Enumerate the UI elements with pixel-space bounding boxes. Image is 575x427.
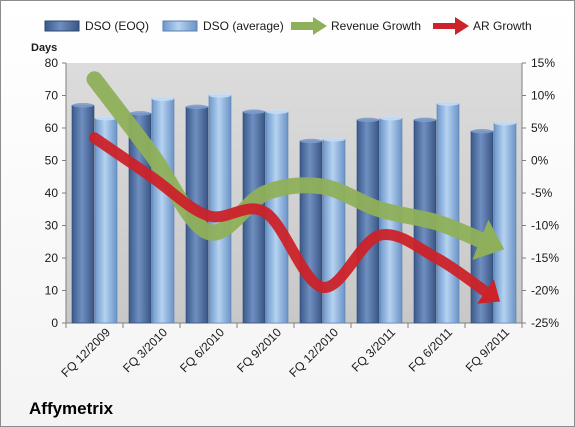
y-tick-label: 50	[45, 154, 59, 168]
bar-top-dso-eoq	[471, 129, 493, 134]
x-tick-label: FQ 9/2011	[463, 325, 513, 375]
y2-tick-label: 15%	[531, 56, 555, 70]
bar-top-dso-average	[494, 120, 516, 126]
legend-arrowhead-ar-growth	[455, 17, 469, 35]
bar-top-dso-average	[152, 96, 174, 101]
y2-tick-label: 10%	[531, 89, 555, 103]
y2-tick-label: 0%	[531, 154, 549, 168]
y-tick-label: 30	[45, 219, 59, 233]
bar-dso-average	[151, 98, 175, 324]
bar-top-dso-average	[95, 116, 117, 121]
bar-dso-average	[322, 139, 346, 324]
bar-top-dso-eoq	[300, 138, 322, 144]
y-tick-label: 20	[45, 251, 59, 265]
legend-label-dso-average: DSO (average)	[203, 19, 284, 33]
legend-arrowhead-revenue-growth	[313, 17, 327, 35]
y2-tick-label: -10%	[531, 219, 559, 233]
y-tick-label: 80	[45, 56, 59, 70]
y-tick-label: 10	[45, 284, 59, 298]
ar-growth-line	[89, 132, 491, 297]
bar-top-dso-eoq	[186, 104, 208, 110]
bar-dso-average	[436, 103, 460, 324]
x-tick-label: FQ 3/2011	[349, 325, 399, 375]
y-tick-label: 0	[51, 316, 58, 330]
growth-arrows	[86, 71, 505, 304]
legend-label-revenue-growth: Revenue Growth	[331, 19, 421, 33]
legend-label-ar-growth: AR Growth	[473, 19, 532, 33]
bar-top-dso-eoq	[357, 117, 379, 123]
y2-tick-label: -15%	[531, 251, 559, 265]
y-axis-label: Days	[31, 42, 57, 54]
y-tick-label: 40	[45, 186, 59, 200]
legend-swatch-dso-average	[162, 20, 198, 32]
axes: 0 10 20 30 40 50 60 70 80 -25% -20% -15% -10% -5% 0% 5%…	[45, 56, 560, 330]
y-tick-label: 60	[45, 121, 59, 135]
y2-tick-label: -5%	[531, 186, 553, 200]
x-tick-label: FQ 6/2011	[406, 325, 456, 375]
y2-tick-label: -25%	[531, 316, 559, 330]
x-tick-label: FQ 12/2010	[286, 325, 341, 380]
y2-tick-label: 5%	[531, 121, 549, 135]
x-tick-labels: FQ 12/2009 FQ 3/2010 FQ 6/2010 FQ 9/2010 FQ …	[58, 325, 512, 380]
legend: DSO (EOQ) DSO (average) Revenue Growth AR G…	[44, 17, 532, 35]
y-tick-label: 70	[45, 89, 59, 103]
bar-top-dso-eoq	[243, 109, 265, 114]
company-title: Affymetrix	[29, 399, 114, 418]
bar-top-dso-average	[266, 109, 288, 114]
x-tick-label: FQ 12/2009	[58, 325, 113, 380]
bar-top-dso-eoq	[129, 111, 151, 116]
bar-top-dso-eoq	[72, 103, 94, 108]
ar-growth-arrowhead	[477, 279, 501, 304]
bar-dso-eoq	[356, 119, 380, 324]
bar-top-dso-average	[380, 116, 402, 121]
x-tick-label: FQ 3/2010	[120, 325, 170, 375]
y2-tick-label: -20%	[531, 284, 559, 298]
legend-swatch-dso-eoq	[44, 20, 80, 32]
legend-label-dso-eoq: DSO (EOQ)	[85, 19, 149, 33]
bar-top-dso-average	[209, 93, 231, 98]
revenue-growth-arrowhead	[472, 219, 505, 260]
revenue-growth-line	[86, 71, 489, 248]
bar-top-dso-average	[437, 101, 459, 106]
bar-top-dso-eoq	[414, 117, 436, 123]
x-tick-label: FQ 9/2010	[234, 325, 284, 375]
x-tick-label: FQ 6/2010	[177, 325, 227, 375]
bar-dso-eoq	[299, 140, 323, 324]
bar-top-dso-average	[323, 137, 345, 142]
